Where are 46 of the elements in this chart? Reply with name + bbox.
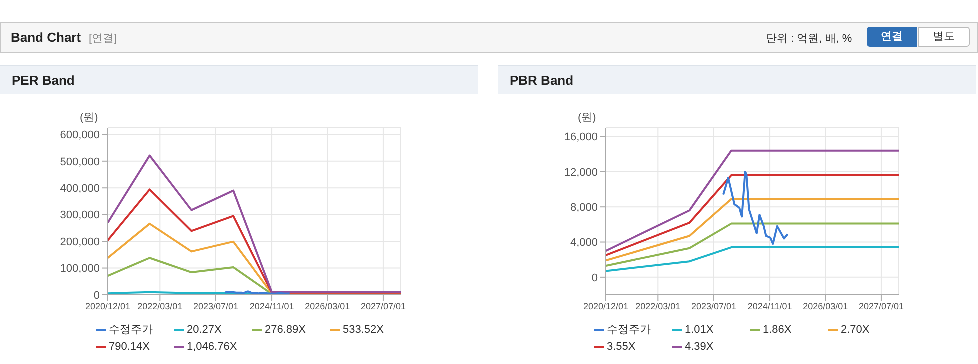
legend-label: 2.70X (841, 324, 870, 336)
x-tick-label: 2023/07/01 (691, 301, 737, 312)
legend-label: 3.55X (607, 340, 636, 352)
y-tick-label: 100,000 (60, 263, 100, 276)
y-tick-label: 500,000 (60, 156, 100, 168)
legend-label: 1.86X (763, 324, 792, 336)
y-tick-label: 300,000 (60, 210, 100, 222)
y-tick-label: 8,000 (570, 202, 598, 214)
y-axis-title: (원) (578, 111, 596, 125)
legend-label: 790.14X (109, 340, 150, 352)
legend-label: 276.89X (265, 324, 306, 336)
legend-label: 533.52X (343, 324, 384, 336)
y-tick-label: 200,000 (60, 236, 100, 248)
chart-title: PBR Band (510, 73, 574, 88)
y-tick-label: 16,000 (564, 132, 598, 144)
x-tick-label: 2026/03/01 (803, 301, 848, 312)
x-tick-label: 2020/12/01 (85, 301, 131, 312)
y-tick-label: 0 (94, 290, 100, 302)
legend-label: 수정주가 (109, 323, 153, 337)
x-tick-label: 2022/03/01 (138, 301, 183, 312)
x-tick-label: 2027/07/01 (858, 301, 904, 312)
x-tick-label: 2027/07/01 (360, 301, 406, 312)
y-tick-label: 600,000 (60, 130, 100, 142)
text: Band Chart (11, 30, 82, 45)
legend-label: 1.01X (685, 324, 714, 336)
legend-label: 1,046.76X (187, 340, 238, 352)
y-tick-label: 0 (592, 272, 598, 284)
x-tick-label: 2022/03/01 (636, 301, 681, 312)
text: [연결] (89, 32, 118, 46)
legend-label: 20.27X (187, 324, 222, 336)
text: 연결 (867, 27, 917, 47)
x-tick-label: 2020/12/01 (583, 301, 629, 312)
text: 단위 : 억원, 배, % (766, 32, 852, 46)
y-tick-label: 12,000 (564, 166, 598, 179)
y-tick-label: 4,000 (570, 237, 598, 250)
x-tick-label: 2024/11/01 (250, 301, 294, 312)
legend-label: 수정주가 (607, 323, 651, 337)
text: 별도 (918, 27, 970, 47)
x-tick-label: 2026/03/01 (305, 301, 350, 312)
x-tick-label: 2023/07/01 (193, 301, 239, 312)
y-axis-title: (원) (80, 111, 98, 125)
legend-label: 4.39X (685, 340, 714, 352)
y-tick-label: 400,000 (60, 183, 100, 196)
x-tick-label: 2024/11/01 (748, 301, 792, 312)
chart-title: PER Band (12, 73, 75, 88)
line-series (722, 170, 789, 246)
